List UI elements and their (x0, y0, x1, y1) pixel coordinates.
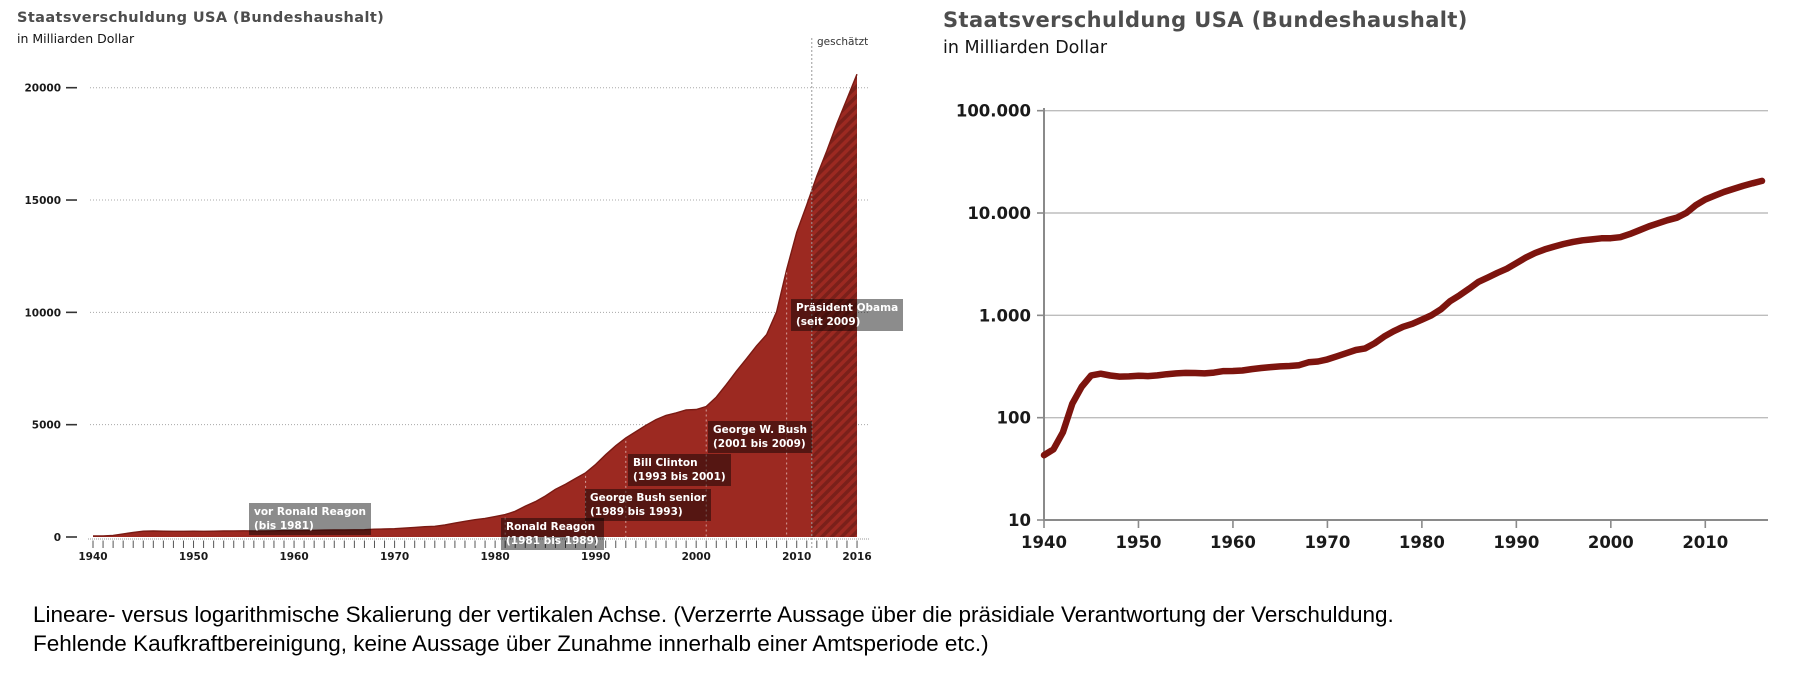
svg-text:2016: 2016 (842, 551, 871, 563)
president-annotation: Präsident Obama (seit 2009) (791, 299, 904, 331)
svg-text:1990: 1990 (1493, 533, 1539, 552)
left-chart-subtitle: in Milliarden Dollar (17, 31, 135, 46)
svg-text:1960: 1960 (279, 551, 308, 563)
right-chart-subtitle: in Milliarden Dollar (943, 38, 1108, 58)
caption-line-1: Lineare- versus logarithmische Skalierun… (33, 602, 1394, 627)
svg-text:1.000: 1.000 (979, 306, 1031, 325)
left-chart-title: Staatsverschuldung USA (Bundeshaushalt) (17, 10, 385, 26)
svg-text:100: 100 (997, 409, 1031, 428)
president-annotation: vor Ronald Reagon (bis 1981) (249, 503, 372, 535)
svg-text:10000: 10000 (24, 307, 61, 319)
president-annotation: Bill Clinton (1993 bis 2001) (628, 454, 731, 486)
charts-plot-area: 0 5000 10000 15000 20000 1940 1950 1960 1970 1980… (24, 38, 1768, 563)
svg-text:1950: 1950 (1116, 533, 1162, 552)
svg-text:1960: 1960 (1210, 533, 1256, 552)
svg-text:100.000: 100.000 (956, 102, 1031, 121)
right-chart-title: Staatsverschuldung USA (Bundeshaushalt) (943, 8, 1468, 32)
svg-text:1990: 1990 (581, 551, 610, 563)
svg-text:1940: 1940 (1021, 533, 1067, 552)
svg-text:2010: 2010 (782, 551, 811, 563)
svg-text:1950: 1950 (179, 551, 208, 563)
svg-text:2000: 2000 (1588, 533, 1634, 552)
svg-text:10: 10 (1008, 511, 1031, 530)
estimate-label: geschätzt (817, 36, 869, 48)
svg-text:1970: 1970 (380, 551, 409, 563)
svg-text:1980: 1980 (481, 551, 510, 563)
svg-text:1970: 1970 (1304, 533, 1350, 552)
president-annotation: George W. Bush (2001 bis 2009) (708, 421, 812, 453)
svg-text:1940: 1940 (78, 551, 107, 563)
caption: Lineare- versus logarithmische Skalierun… (33, 600, 1394, 658)
svg-text:1980: 1980 (1399, 533, 1445, 552)
president-annotation: Ronald Reagon (1981 bis 1989) (501, 518, 604, 550)
svg-text:0: 0 (54, 532, 61, 544)
svg-text:15000: 15000 (24, 195, 61, 207)
svg-text:2000: 2000 (682, 551, 711, 563)
svg-text:2010: 2010 (1682, 533, 1728, 552)
caption-line-2: Fehlende Kaufkraftbereinigung, keine Aus… (33, 631, 989, 656)
svg-text:20000: 20000 (24, 83, 61, 95)
svg-text:10.000: 10.000 (967, 204, 1031, 223)
svg-text:5000: 5000 (32, 420, 61, 432)
president-annotation: George Bush senior (1989 bis 1993) (585, 489, 712, 521)
